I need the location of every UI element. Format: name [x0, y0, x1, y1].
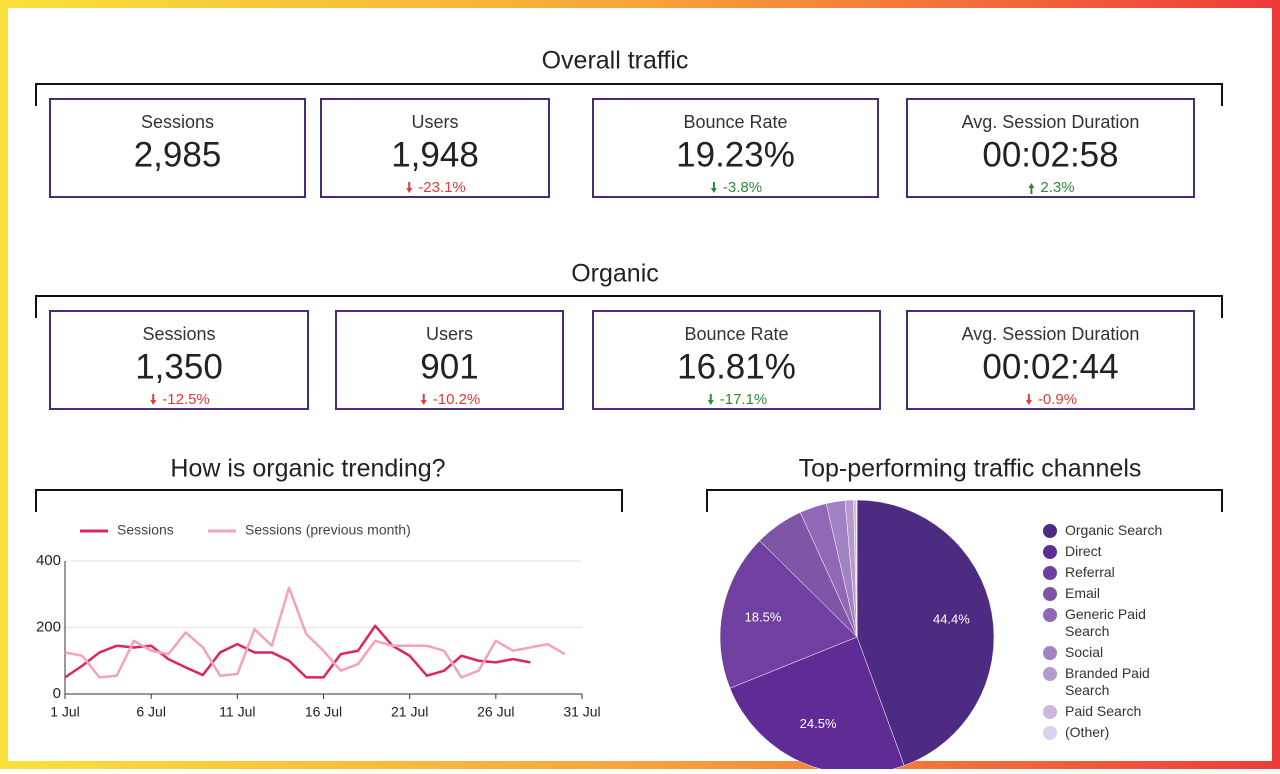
- kpi-label: Bounce Rate: [683, 112, 787, 132]
- legend-swatch: [1043, 705, 1057, 719]
- section-bracket: [35, 295, 1223, 318]
- change-arrow: [710, 182, 717, 193]
- legend-item: (Other): [1043, 724, 1171, 741]
- change-arrow: [1025, 394, 1032, 405]
- x-tick-label: 31 Jul: [563, 704, 600, 720]
- chart-title: How is organic trending?: [170, 455, 445, 483]
- change-arrow: [406, 182, 413, 193]
- kpi-value: 00:02:58: [982, 135, 1118, 174]
- legend-label: Referral: [1065, 564, 1115, 580]
- kpi-label: Bounce Rate: [684, 324, 788, 344]
- legend-item: Referral: [1043, 564, 1171, 581]
- pie-slice: [856, 499, 995, 766]
- legend-label: Direct: [1065, 543, 1102, 559]
- legend-label: (Other): [1065, 724, 1110, 740]
- section-bracket: [706, 489, 1223, 512]
- kpi-value: 901: [420, 347, 478, 386]
- legend-swatch: [1043, 667, 1057, 681]
- kpi-card: [335, 310, 564, 410]
- series-line: [64, 586, 566, 679]
- legend-item: Social: [1043, 644, 1171, 661]
- section-bracket: [35, 489, 623, 512]
- legend-item: Direct: [1043, 543, 1171, 560]
- legend-item: Branded Paid Search: [1043, 665, 1171, 699]
- section-bracket: [35, 83, 1223, 106]
- pie-slice: [855, 499, 858, 638]
- x-tick-label: 6 Jul: [136, 704, 166, 720]
- legend-label: Paid Search: [1065, 703, 1142, 719]
- kpi-change: -3.8%: [723, 179, 762, 196]
- legend-swatch: [1043, 726, 1057, 740]
- section-title: Overall traffic: [542, 47, 689, 75]
- x-tick-label: 21 Jul: [391, 704, 428, 720]
- legend-swatch: [1043, 524, 1057, 538]
- kpi-label: Avg. Session Duration: [962, 324, 1140, 344]
- kpi-value: 1,948: [391, 135, 479, 174]
- legend-item: Paid Search: [1043, 703, 1171, 720]
- legend-item: Generic Paid Search: [1043, 606, 1171, 640]
- kpi-value: 19.23%: [676, 135, 795, 174]
- change-arrow: [150, 394, 157, 405]
- legend-swatch: [1043, 587, 1057, 601]
- change-arrow: [1028, 183, 1035, 194]
- kpi-card: [592, 98, 879, 198]
- kpi-value: 16.81%: [677, 347, 796, 386]
- kpi-label: Sessions: [141, 112, 214, 132]
- legend-swatch: [1043, 545, 1057, 559]
- legend-item: Organic Search: [1043, 522, 1171, 539]
- legend-label: Email: [1065, 585, 1101, 601]
- slice-label: 44.4%: [933, 612, 970, 627]
- kpi-label: Users: [411, 112, 458, 132]
- legend-label: Generic Paid Search: [1065, 606, 1146, 639]
- legend-swatch: [1043, 646, 1057, 660]
- y-tick-label: 200: [36, 618, 61, 635]
- x-tick-label: 26 Jul: [477, 704, 514, 720]
- slice-label: 24.5%: [800, 716, 837, 731]
- legend-item: Email: [1043, 585, 1171, 602]
- change-arrow: [707, 394, 714, 405]
- kpi-change: -0.9%: [1038, 391, 1077, 408]
- kpi-card: [906, 98, 1195, 198]
- kpi-card: [592, 310, 881, 410]
- legend-label: Organic Search: [1065, 522, 1163, 538]
- chart-title: Top-performing traffic channels: [799, 455, 1142, 483]
- kpi-value: 2,985: [134, 135, 222, 174]
- legend-label: Social: [1065, 644, 1104, 660]
- kpi-label: Sessions: [142, 324, 215, 344]
- kpi-change: -17.1%: [720, 391, 768, 408]
- kpi-card: [49, 98, 306, 198]
- y-tick-label: 0: [53, 685, 61, 702]
- x-tick-label: 16 Jul: [305, 704, 342, 720]
- kpi-change: 2.3%: [1040, 179, 1074, 196]
- y-tick-label: 400: [36, 552, 61, 569]
- legend-swatch: [1043, 608, 1057, 622]
- x-tick-label: 11 Jul: [219, 704, 255, 720]
- kpi-change: -12.5%: [162, 391, 210, 408]
- kpi-label: Users: [426, 324, 473, 344]
- section-title: Organic: [571, 260, 659, 288]
- legend-swatch: [1043, 566, 1057, 580]
- legend-label: Sessions (previous month): [245, 522, 411, 538]
- legend-label: Branded Paid Search: [1065, 665, 1150, 698]
- kpi-value: 00:02:44: [982, 347, 1118, 386]
- kpi-change: -10.2%: [433, 391, 481, 408]
- kpi-card: [320, 98, 550, 198]
- legend-label: Sessions: [117, 522, 174, 538]
- kpi-value: 1,350: [135, 347, 223, 386]
- kpi-change: -23.1%: [418, 179, 466, 196]
- pie-slice: [719, 540, 858, 689]
- slice-label: 18.5%: [745, 610, 782, 625]
- change-arrow: [420, 394, 427, 405]
- pie-legend: Organic Search Direct Referral Email Generic…: [1043, 522, 1171, 745]
- x-tick-label: 1 Jul: [50, 704, 80, 720]
- kpi-label: Avg. Session Duration: [962, 112, 1140, 132]
- kpi-card: [49, 310, 309, 410]
- kpi-card: [906, 310, 1195, 410]
